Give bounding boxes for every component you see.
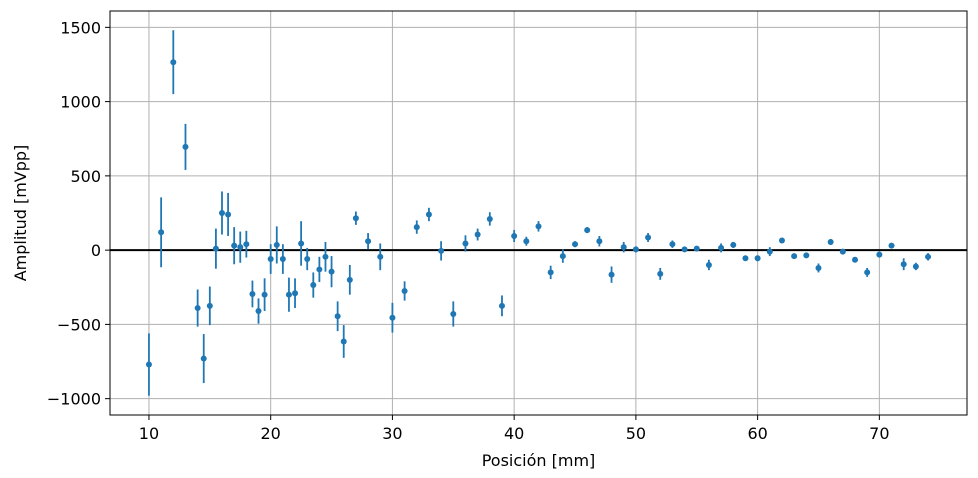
data-point	[474, 231, 481, 238]
data-point	[304, 256, 311, 263]
data-point	[815, 264, 822, 271]
data-point	[212, 245, 219, 252]
data-point	[352, 215, 359, 222]
y-tick-label: −1000	[47, 390, 101, 409]
data-point	[693, 245, 700, 252]
data-point	[791, 253, 798, 260]
data-point	[377, 253, 384, 260]
data-point	[292, 290, 299, 297]
data-point	[225, 211, 232, 218]
data-point	[425, 211, 432, 218]
data-point	[261, 291, 268, 298]
data-point	[279, 256, 286, 263]
data-point	[718, 244, 725, 251]
data-point	[888, 242, 895, 249]
data-point	[584, 227, 591, 234]
data-point	[864, 269, 871, 276]
data-point	[839, 248, 846, 255]
y-tick-label: −500	[57, 315, 101, 334]
data-point	[316, 266, 323, 273]
data-point	[912, 263, 919, 270]
data-point	[754, 255, 761, 262]
data-point	[669, 241, 676, 248]
data-point	[523, 238, 530, 245]
data-point	[705, 261, 712, 268]
x-tick-label: 70	[869, 424, 889, 443]
data-point	[645, 234, 652, 241]
data-point	[852, 256, 859, 263]
data-point	[285, 291, 292, 298]
y-axis-title: Amplitud [mVpp]	[11, 145, 30, 282]
data-point	[267, 256, 274, 263]
data-point	[145, 361, 152, 368]
plot-background	[110, 11, 967, 415]
x-tick-label: 10	[139, 424, 159, 443]
x-tick-label: 20	[261, 424, 281, 443]
data-point	[827, 238, 834, 245]
data-point	[413, 224, 420, 231]
data-point	[498, 302, 505, 309]
data-point	[535, 223, 542, 230]
data-point	[511, 233, 518, 240]
data-point	[547, 269, 554, 276]
data-point	[632, 246, 639, 253]
data-point	[231, 242, 238, 249]
data-point	[322, 253, 329, 260]
data-point	[925, 253, 932, 260]
data-point	[401, 287, 408, 294]
data-point	[803, 252, 810, 259]
data-point	[310, 282, 317, 289]
data-point	[620, 244, 627, 251]
data-point	[596, 238, 603, 245]
data-point	[608, 271, 615, 278]
data-point	[194, 305, 201, 312]
data-point	[255, 308, 262, 315]
data-point	[328, 268, 335, 275]
data-point	[243, 241, 250, 248]
data-point	[766, 248, 773, 255]
data-point	[340, 338, 347, 345]
data-point	[346, 276, 353, 283]
data-point	[200, 355, 207, 362]
y-tick-label: 0	[91, 241, 101, 260]
data-point	[389, 314, 396, 321]
y-tick-label: 1000	[60, 93, 101, 112]
x-tick-label: 30	[382, 424, 402, 443]
axis-ticks: 10 20 30 40 50 60 70 −1000 −500 0 500 1000 1500	[47, 18, 890, 443]
x-axis-title: Posición [mm]	[482, 451, 596, 470]
y-tick-label: 1500	[60, 18, 101, 37]
data-point	[900, 261, 907, 268]
data-point	[334, 313, 341, 320]
data-point	[876, 251, 883, 258]
data-point	[742, 255, 749, 262]
data-point	[206, 302, 213, 309]
x-tick-label: 60	[747, 424, 767, 443]
y-tick-label: 500	[70, 167, 101, 186]
data-point	[486, 215, 493, 222]
data-point	[273, 241, 280, 248]
data-point	[462, 240, 469, 247]
data-point	[182, 143, 189, 150]
data-point	[559, 253, 566, 260]
data-point	[365, 238, 372, 245]
data-point	[170, 59, 177, 66]
data-point	[249, 290, 256, 297]
plot-frame	[109, 10, 968, 416]
data-point	[438, 247, 445, 254]
data-point	[778, 237, 785, 244]
data-point	[657, 270, 664, 277]
data-point	[730, 241, 737, 248]
data-point	[158, 229, 165, 236]
data-point	[450, 311, 457, 317]
data-point	[572, 241, 579, 248]
data-point	[298, 240, 305, 247]
data-point	[681, 246, 688, 253]
data-point	[218, 210, 225, 216]
x-tick-label: 40	[504, 424, 524, 443]
data-point	[237, 244, 244, 251]
data-points	[145, 30, 932, 396]
x-tick-label: 50	[626, 424, 646, 443]
